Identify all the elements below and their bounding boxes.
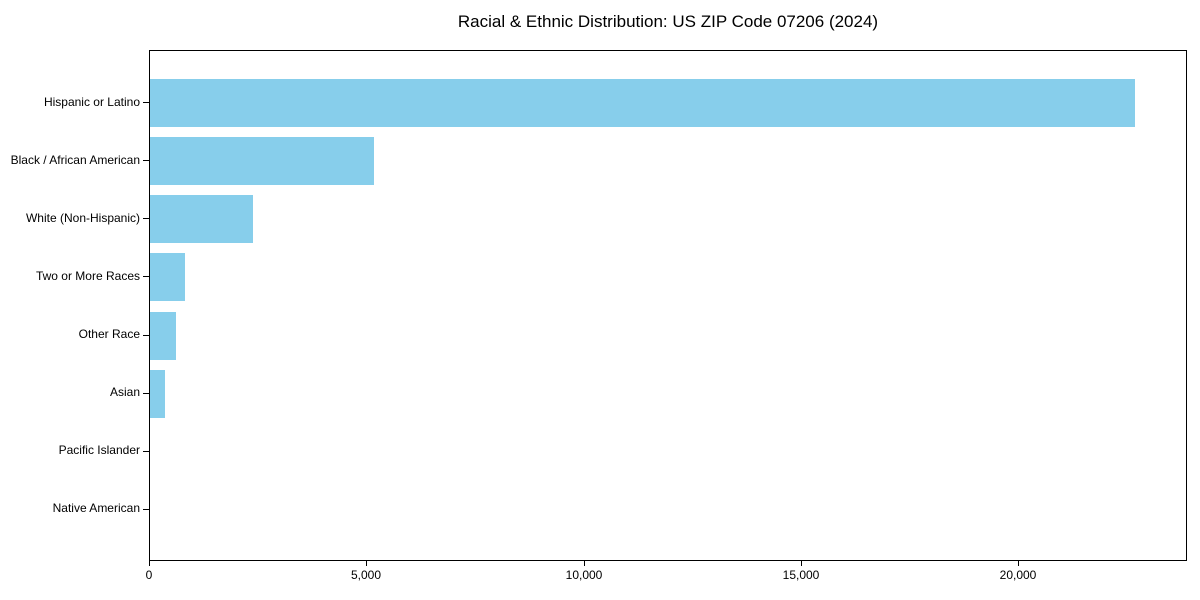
bar-row-white-non-hispanic [150,190,1186,248]
x-tick-label-20000: 20,000 [999,568,1037,582]
y-tick-mark-native-american [143,509,149,510]
y-tick-label-two-or-more-races: Two or More Races [35,268,140,283]
x-tick-mark-10000 [584,561,585,566]
bar-hispanic-or-latino [150,79,1135,128]
bar-black-african-american [150,137,375,186]
bars-container [150,74,1186,539]
y-tick-label-pacific-islander: Pacific Islander [58,443,140,458]
bar-two-or-more-races [150,253,185,302]
plot-area [149,50,1187,561]
bar-row-hispanic-or-latino [150,74,1186,132]
y-tick-mark-black-african-american [143,160,149,161]
bar-row-pacific-islander [150,423,1186,481]
y-tick-mark-two-or-more-races [143,276,149,277]
y-tick-label-hispanic-or-latino: Hispanic or Latino [43,94,140,109]
bar-asian [150,369,166,418]
chart-title: Racial & Ethnic Distribution: US ZIP Cod… [457,12,879,31]
y-tick-label-other-race: Other Race [78,327,140,342]
bar-white-non-hispanic [150,195,253,244]
x-tick-label-15000: 15,000 [782,568,820,582]
y-tick-label-black-african-american: Black / African American [10,152,140,167]
bar-row-native-american [150,481,1186,539]
y-tick-label-asian: Asian [109,385,140,400]
x-tick-mark-20000 [1018,561,1019,566]
x-tick-label-10000: 10,000 [565,568,603,582]
x-tick-label-5000: 5,000 [350,568,382,582]
bar-row-black-african-american [150,132,1186,190]
bar-row-other-race [150,307,1186,365]
x-tick-mark-5000 [366,561,367,566]
y-tick-mark-asian [143,393,149,394]
y-tick-mark-hispanic-or-latino [143,102,149,103]
y-tick-mark-pacific-islander [143,451,149,452]
y-tick-mark-white-non-hispanic [143,218,149,219]
x-tick-mark-0 [149,561,150,566]
bar-row-two-or-more-races [150,248,1186,306]
y-tick-label-white-non-hispanic: White (Non-Hispanic) [25,210,140,225]
bar-other-race [150,311,177,360]
y-tick-label-native-american: Native American [52,501,140,516]
bar-row-asian [150,365,1186,423]
y-tick-mark-other-race [143,335,149,336]
x-tick-mark-15000 [801,561,802,566]
x-tick-label-0: 0 [145,568,153,582]
